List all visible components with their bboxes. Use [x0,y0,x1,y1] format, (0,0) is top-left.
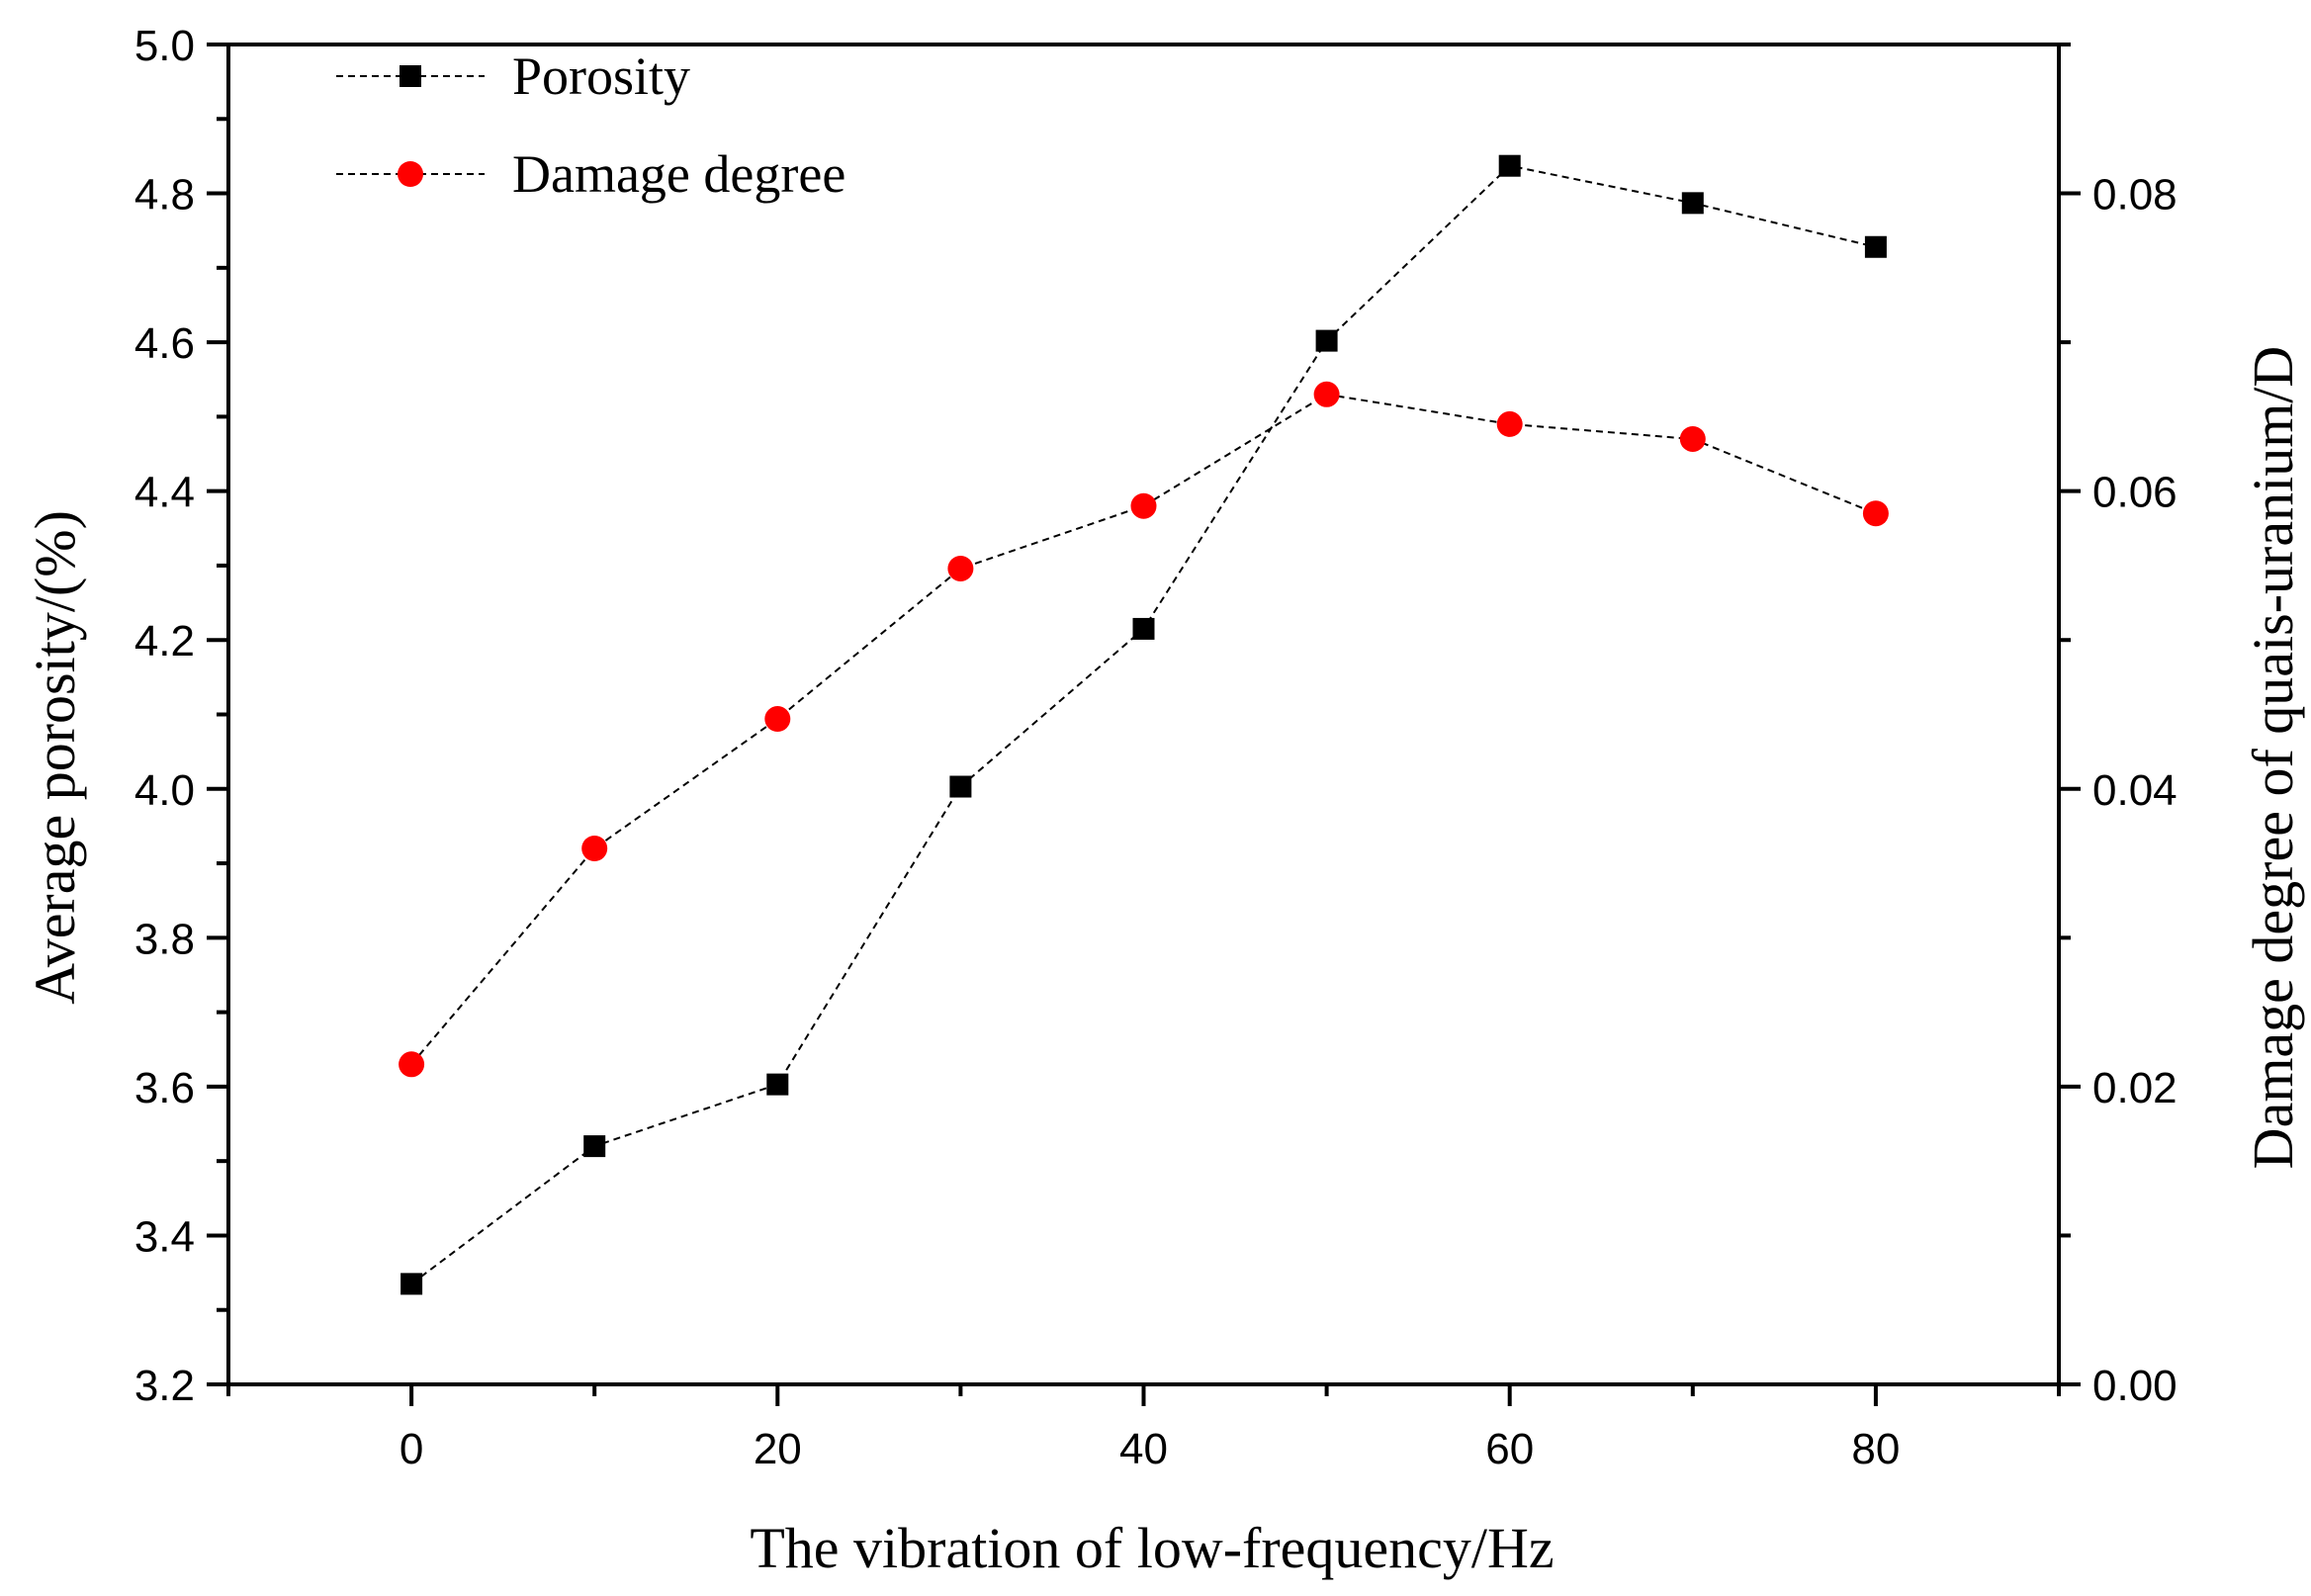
y-left-tick-label: 3.4 [134,1212,195,1261]
y-axis-right-title: Damage degree of quais-uranium/D [2241,346,2305,1170]
legend-circle-marker [398,161,423,187]
x-axis-title: The vibration of low-frequency/Hz [750,1516,1554,1580]
series-group [399,154,1889,1295]
x-tick-label: 60 [1485,1425,1534,1473]
damage-degree-point [1130,492,1157,519]
damage-degree-point [1313,381,1340,407]
series-line-porosity [410,164,1877,1286]
porosity-point [1132,617,1155,640]
porosity-point [400,1273,423,1295]
plot-frame [226,43,2061,1386]
axes-group: 0 20 40 60 80 3.2 3.4 3.6 3.8 4.0 4.2 4.4 4.6 4.8 5.0 0… [134,22,2178,1473]
damage-degree-point [1679,425,1706,452]
y-left-tick-label: 5.0 [134,22,195,70]
porosity-point [766,1073,789,1096]
legend-square-marker [400,65,421,87]
porosity-point [949,775,972,798]
damage-degree-point [1862,500,1889,527]
porosity-point [583,1135,606,1158]
y-left-tick-label: 3.6 [134,1064,195,1112]
y-left-tick-label: 4.4 [134,469,195,517]
y-right-tick-label: 0.04 [2092,766,2178,815]
y-left-tick-label: 4.2 [134,617,195,665]
x-tick-label: 80 [1851,1425,1900,1473]
y-right-tick-label: 0.08 [2092,171,2178,220]
y-left-tick-label: 4.8 [134,171,195,220]
y-left-tick-label: 4.6 [134,319,195,368]
porosity-point [1864,235,1887,258]
x-tick-label: 20 [754,1425,802,1473]
y-right-tick-label: 0.06 [2092,469,2178,517]
porosity-point [1498,154,1521,177]
damage-degree-point [399,1051,425,1078]
damage-degree-point [764,706,791,733]
damage-degree-point [1496,410,1523,437]
y-right-tick-label: 0.00 [2092,1362,2178,1410]
x-tick-label: 40 [1119,1425,1168,1473]
y-left-tick-label: 3.8 [134,915,195,963]
legend-label: Damage degree [512,144,845,204]
legend-label: Porosity [512,46,690,106]
damage-degree-point [581,836,608,861]
porosity-point [1681,192,1704,215]
y-left-tick-label: 3.2 [134,1362,195,1410]
x-tick-label: 0 [400,1425,423,1473]
y-left-tick-label: 4.0 [134,766,195,815]
y-right-tick-label: 0.02 [2092,1064,2178,1112]
damage-degree-point [947,555,974,581]
legend: Porosity Damage degree [336,46,845,204]
porosity-point [1315,329,1338,352]
y-axis-left-title: Average porosity/(%) [23,510,87,1005]
